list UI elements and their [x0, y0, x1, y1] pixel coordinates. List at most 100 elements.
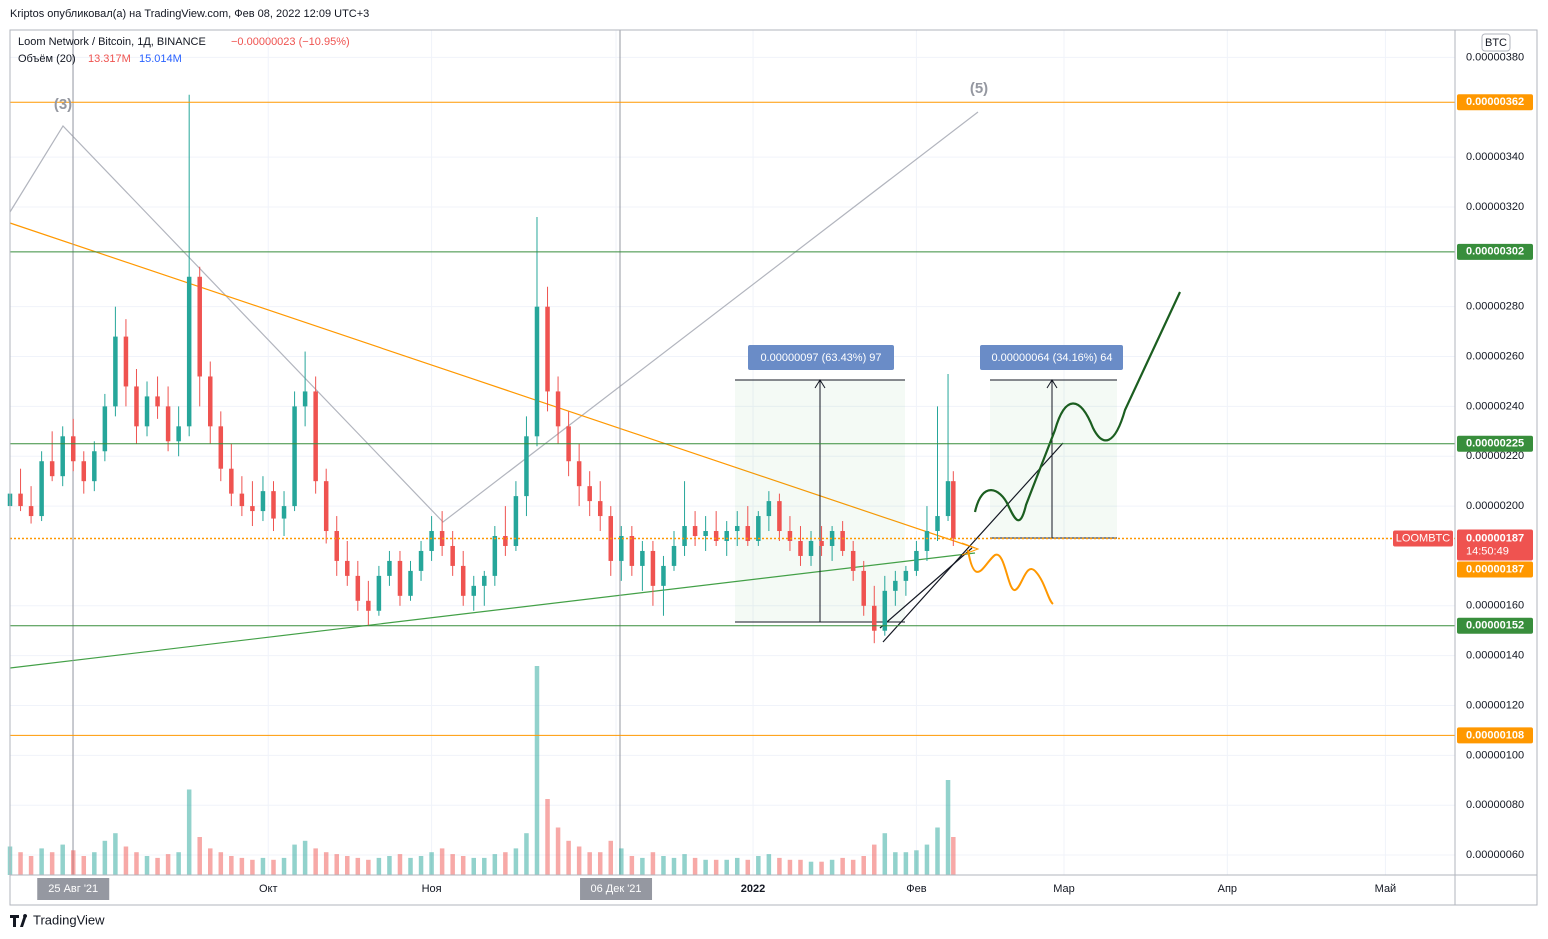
symbol: Loom Network / Bitcoin, 1Д, BINANCE — [18, 36, 206, 48]
measure-arrow — [814, 379, 826, 389]
volume-bar — [734, 857, 740, 875]
volume-bar — [376, 857, 382, 875]
candle-body — [861, 570, 866, 606]
volume-bar — [418, 856, 424, 875]
volume-bar — [81, 856, 87, 875]
measure-label: 0.00000097 (63.43%) 97 — [760, 352, 881, 364]
volume-bar — [756, 856, 761, 875]
candle-body — [819, 540, 824, 546]
candle-body — [756, 516, 761, 541]
triangle-line — [879, 547, 973, 629]
volume-bar — [882, 833, 888, 875]
candle-body — [155, 396, 160, 407]
volume-bar — [113, 833, 118, 875]
volume-bar — [798, 859, 803, 875]
level-label: 0.00000152 — [1466, 620, 1524, 632]
wave-label: (3) — [54, 96, 72, 113]
candle-body — [492, 536, 498, 576]
y-tick-label: 0.00000220 — [1466, 450, 1524, 462]
y-tick-label: 0.00000240 — [1466, 400, 1524, 412]
volume-bar — [893, 852, 898, 875]
candle-body — [460, 565, 466, 596]
x-tick-highlight — [37, 878, 110, 900]
volume-bar — [724, 859, 729, 875]
volume-bar — [861, 856, 866, 875]
measure-area — [990, 380, 1117, 538]
volume-bar — [935, 827, 940, 875]
candle-body — [808, 540, 814, 556]
volume-bar — [661, 856, 666, 875]
drawings — [9, 30, 1181, 875]
volume-bar — [450, 854, 455, 875]
volume-bar — [713, 859, 719, 875]
candle-body — [49, 461, 55, 477]
candle-body — [18, 493, 23, 507]
last-price-bg — [1457, 529, 1533, 561]
candle-body — [355, 575, 361, 601]
volume-bar — [186, 789, 192, 875]
candle-body — [39, 461, 44, 517]
candle-body — [534, 306, 540, 437]
level-label-bg — [1457, 561, 1533, 578]
volume-bar — [872, 844, 877, 875]
volume-bar — [534, 666, 540, 875]
volume-bar — [951, 837, 956, 875]
chart-frame — [9, 29, 1538, 906]
candle-body — [60, 436, 65, 477]
candle-body — [144, 396, 150, 427]
volume-bar — [850, 859, 856, 875]
volume-bar — [745, 859, 751, 875]
candle-body — [450, 545, 455, 566]
candle-body — [882, 590, 888, 631]
candle-body — [113, 336, 118, 407]
volume-bar — [281, 857, 287, 875]
volume-bar — [345, 856, 350, 875]
volume-bar — [429, 852, 434, 875]
volume-bar — [49, 852, 55, 875]
level-label-bg — [1457, 243, 1533, 260]
volume-bar — [134, 852, 139, 875]
volume-bar — [840, 857, 845, 875]
volume-bar — [513, 848, 519, 875]
x-tick-label: Ноя — [422, 883, 442, 895]
candle-body — [629, 536, 635, 566]
x-tick-label: 06 Дек '21 — [590, 883, 641, 895]
volume-bar — [671, 857, 677, 875]
volume-bar — [229, 856, 234, 875]
y-tick-label: 0.00000200 — [1466, 500, 1524, 512]
candle-body — [503, 536, 508, 546]
volume-bar — [619, 848, 624, 875]
candle-body — [545, 306, 550, 392]
candle-body — [123, 336, 129, 387]
candle-body — [81, 461, 87, 482]
volume-bar — [524, 833, 529, 875]
candle-body — [951, 481, 956, 539]
volume-bar — [260, 857, 266, 875]
volume-bar — [566, 840, 571, 875]
volume-bar — [334, 854, 339, 875]
trend-line — [9, 552, 976, 669]
candle-body — [28, 506, 34, 517]
annotations: (3) (5) 0.00000097 (63.43%) 97 0.0000006… — [54, 80, 1123, 370]
volume-bar — [576, 846, 582, 875]
candle-body — [597, 501, 603, 517]
series — [7, 94, 1455, 875]
measure-label: 0.00000064 (34.16%) 64 — [991, 352, 1112, 364]
candle-body — [176, 426, 181, 442]
candle-body — [872, 605, 877, 631]
candle-body — [661, 565, 666, 586]
published-line: Kriptos опубликовал(а) на TradingView.co… — [10, 8, 369, 20]
volume-bar — [102, 840, 108, 875]
measure-arrow — [1046, 379, 1058, 389]
volume-bar — [70, 850, 76, 875]
y-tick-label: 0.00000160 — [1466, 600, 1524, 612]
candle-body — [387, 560, 392, 576]
candle-body — [418, 550, 424, 571]
y-tick-label: 0.00000120 — [1466, 699, 1524, 711]
volume-bar — [608, 840, 614, 875]
candle-body — [640, 550, 645, 566]
y-tick-label: 0.00000080 — [1466, 799, 1524, 811]
candle-body — [935, 516, 940, 532]
volume-bar — [587, 852, 592, 875]
